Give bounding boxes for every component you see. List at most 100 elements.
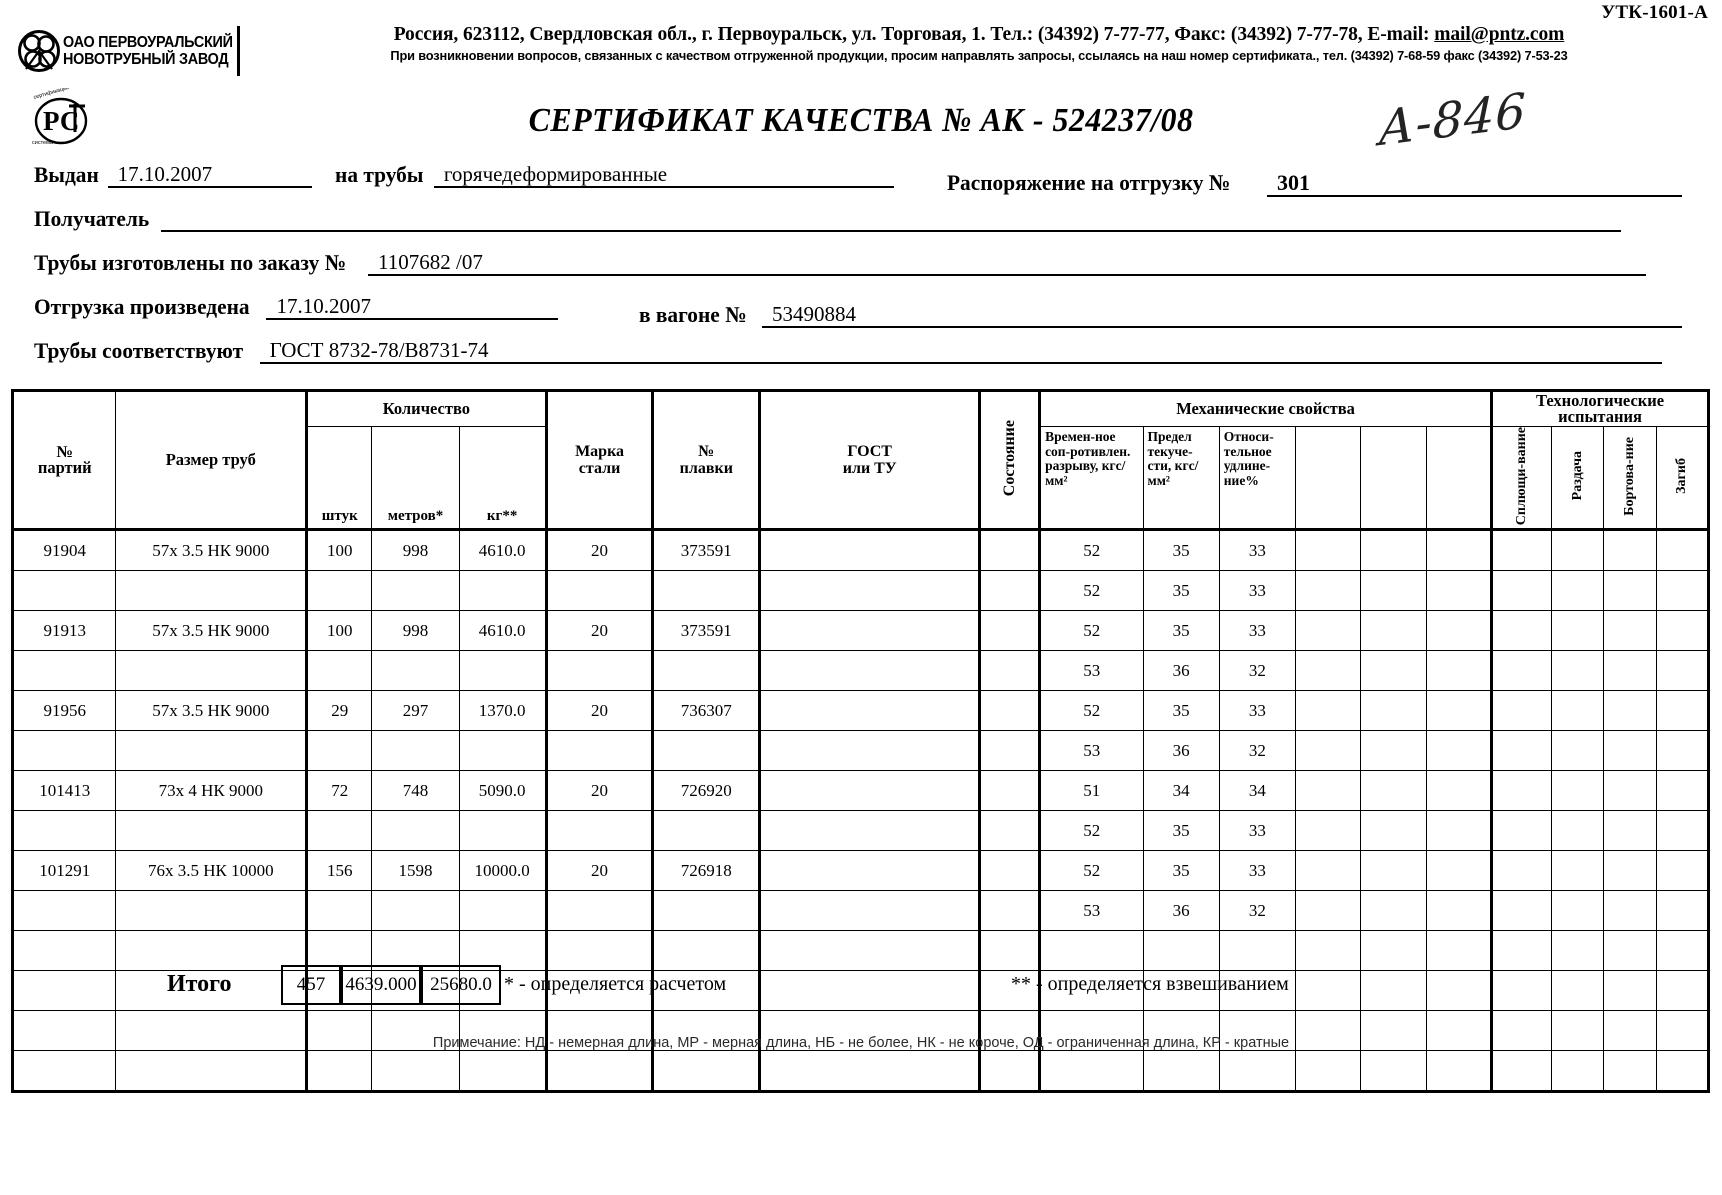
wagon-value[interactable]: 53490884 (762, 302, 1682, 328)
cell-size: 76х 3.5 НК 10000 (115, 850, 309, 892)
cell-m: 998 (371, 610, 460, 652)
cell-blank-t4 (1655, 930, 1711, 972)
th-qty-pieces-label: штук (321, 508, 358, 525)
totals-label: Итого (167, 971, 232, 997)
three-rings-logo-icon (18, 29, 60, 73)
cell-grade (545, 570, 655, 612)
cell-blank-t3 (1603, 690, 1657, 732)
cell-blank-t4 (1655, 1050, 1711, 1094)
pipes-value[interactable]: горячедеформированные (433, 162, 894, 188)
cell-blank-t2 (1550, 810, 1605, 852)
cell-blank-t3 (1603, 610, 1657, 652)
cell-party (10, 1050, 117, 1094)
cell-blank-t2 (1550, 610, 1605, 652)
recipient-value[interactable] (160, 206, 1621, 232)
cell-gost (759, 529, 982, 572)
cell-yield: 36 (1142, 890, 1220, 932)
table-row (10, 1010, 1711, 1052)
cell-heat (652, 810, 762, 852)
cell-blank-t1 (1491, 970, 1552, 1012)
cell-blank-b2 (1360, 610, 1427, 652)
cell-blank-t1 (1491, 850, 1552, 892)
cell-elong: 34 (1218, 770, 1297, 812)
cell-yield: 36 (1142, 730, 1220, 772)
cell-tensile: 53 (1039, 730, 1144, 772)
cell-blank-b1 (1294, 930, 1362, 972)
cell-size (115, 650, 309, 692)
cell-blank-b2 (1360, 890, 1427, 932)
th-qty-meters-label: метров* (387, 508, 444, 525)
table-row: 91913 57х 3.5 НК 9000 100 998 4610.0 20 373591… (10, 610, 1711, 652)
cell-party (10, 570, 117, 612)
cell-state (979, 850, 1042, 892)
cell-blank-t3 (1603, 770, 1657, 812)
cell-heat (652, 730, 762, 772)
cell-party (10, 810, 117, 852)
cell-tensile: 52 (1039, 810, 1144, 852)
cell-state (979, 610, 1042, 652)
cell-elong: 33 (1218, 529, 1297, 572)
cell-elong: 33 (1218, 810, 1297, 852)
cell-size: 57х 3.5 НК 9000 (115, 690, 309, 732)
order-value[interactable]: 1107682 /07 (368, 250, 1647, 276)
table-row: 91904 57х 3.5 НК 9000 100 998 4610.0 20 373591… (10, 529, 1711, 572)
th-mech-blank-3 (1425, 425, 1494, 532)
cell-state (979, 690, 1042, 732)
cell-tensile: 52 (1039, 610, 1144, 652)
cell-m (371, 730, 460, 772)
th-tensile-label: Времен-ное соп-ротивлен. разрыву, кгс/мм… (1045, 429, 1131, 488)
th-pipe-size: Размер труб (115, 388, 309, 532)
cell-blank-t4 (1655, 730, 1711, 772)
table-row (10, 970, 1711, 1012)
cell-party: 91913 (10, 610, 117, 652)
th-heat-no-l2: плавки (679, 460, 733, 478)
cell-party (10, 1010, 117, 1052)
cell-size (115, 570, 309, 612)
cell-blank-t2 (1550, 570, 1605, 612)
issued-value[interactable]: 17.10.2007 (107, 162, 312, 188)
cell-party (10, 970, 117, 1012)
cell-blank-t2 (1550, 970, 1605, 1012)
cell-m: 748 (371, 770, 460, 812)
shipping-order-value[interactable]: 301 (1277, 170, 1310, 195)
cell-blank-b1 (1294, 810, 1362, 852)
cell-m: 297 (371, 690, 460, 732)
cell-blank-b3 (1425, 930, 1494, 972)
cell-state (979, 650, 1042, 692)
cell-blank-t4 (1655, 529, 1711, 572)
cell-party (10, 930, 117, 972)
cell-tensile (1039, 1010, 1144, 1052)
cell-pcs (306, 570, 373, 612)
cell-blank-b3 (1425, 650, 1494, 692)
standard-value[interactable]: ГОСТ 8732-78/В8731-74 (259, 338, 1662, 364)
th-tech-tests: Технологические испытания (1491, 389, 1710, 427)
cell-gost (759, 890, 982, 932)
cell-blank-t4 (1655, 570, 1711, 612)
email-link[interactable]: mail@pntz.com (1434, 24, 1565, 45)
cell-grade (545, 930, 655, 972)
wagon-label: в вагоне № (639, 302, 747, 327)
cell-state (979, 1010, 1042, 1052)
totals-row: Итого 457 4639.000 25680.0 * - определяе… (11, 965, 1710, 1007)
cell-blank-t2 (1550, 650, 1605, 692)
handwritten-annotation: А-846 (1378, 82, 1528, 158)
cell-heat (652, 570, 762, 612)
cell-blank-t2 (1550, 930, 1605, 972)
cell-blank-t3 (1603, 529, 1657, 572)
cell-gost (759, 1010, 982, 1052)
shipment-label: Отгрузка произведена (34, 294, 250, 319)
cell-party: 101291 (10, 850, 117, 892)
cell-state (979, 730, 1042, 772)
th-yield: Предел текуче-сти, кгс/мм² (1142, 425, 1220, 532)
shipment-value[interactable]: 17.10.2007 (266, 294, 559, 320)
cell-m: 998 (371, 529, 460, 572)
cell-tensile: 52 (1039, 690, 1144, 732)
cell-pcs: 100 (306, 610, 373, 652)
company-logo-block: ОАО ПЕРВОУРАЛЬСКИЙ НОВОТРУБНЫЙ ЗАВОД (18, 26, 240, 76)
shipping-order-underline (1267, 195, 1682, 197)
cell-tensile: 51 (1039, 770, 1144, 812)
cell-blank-b3 (1425, 770, 1494, 812)
th-steel-grade: Марка стали (544, 388, 655, 532)
cell-m (371, 810, 460, 852)
